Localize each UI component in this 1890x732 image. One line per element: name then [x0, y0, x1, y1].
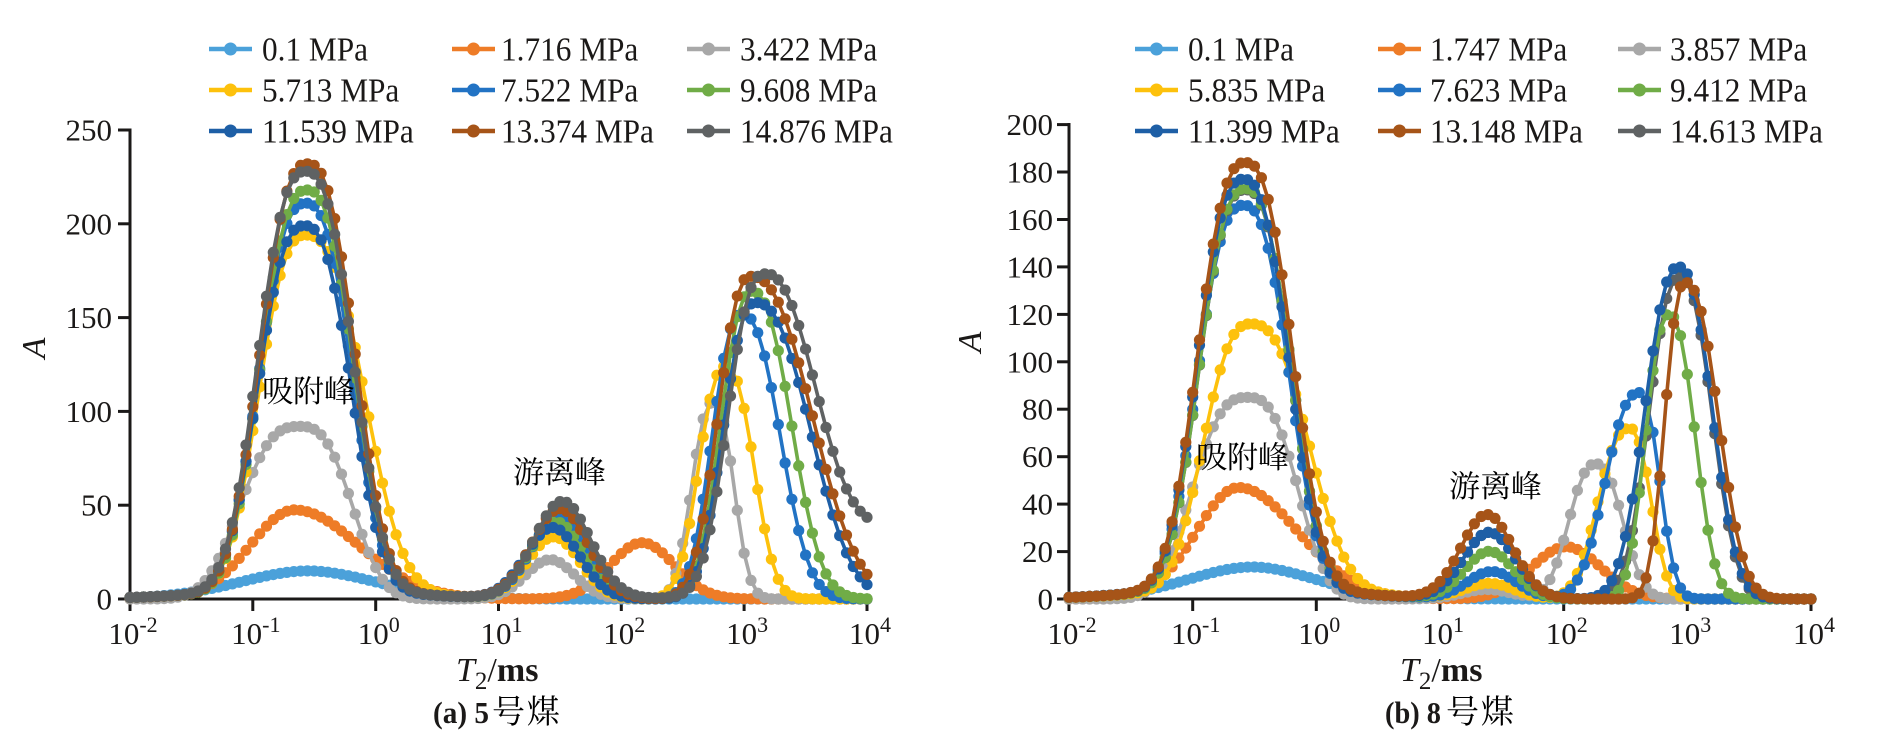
svg-text:7.623 MPa: 7.623 MPa [1430, 73, 1567, 110]
svg-text:103: 103 [726, 612, 768, 651]
svg-text:160: 160 [1007, 202, 1054, 237]
svg-text:A: A [952, 331, 989, 354]
svg-text:120: 120 [1007, 297, 1054, 332]
svg-text:20: 20 [1022, 534, 1053, 569]
svg-text:100: 100 [1007, 344, 1054, 379]
svg-text:9.412 MPa: 9.412 MPa [1670, 73, 1807, 110]
svg-text:9.608 MPa: 9.608 MPa [740, 73, 877, 110]
svg-text:14.876 MPa: 14.876 MPa [740, 114, 893, 151]
svg-text:80: 80 [1022, 392, 1053, 427]
svg-text:1.716 MPa: 1.716 MPa [501, 32, 638, 69]
svg-text:5.713 MPa: 5.713 MPa [262, 73, 399, 110]
svg-text:50: 50 [81, 488, 112, 523]
svg-text:T2/ms: T2/ms [1400, 652, 1482, 695]
svg-text:7.522 MPa: 7.522 MPa [501, 73, 638, 110]
svg-text:0.1 MPa: 0.1 MPa [1188, 32, 1294, 69]
svg-text:13.148 MPa: 13.148 MPa [1430, 114, 1583, 151]
svg-text:200: 200 [1007, 107, 1054, 142]
svg-text:(b) 8: (b) 8 [1385, 695, 1441, 730]
svg-text:5.835 MPa: 5.835 MPa [1188, 73, 1325, 110]
svg-text:180: 180 [1007, 155, 1054, 190]
svg-text:13.374 MPa: 13.374 MPa [501, 114, 654, 151]
svg-text:(a) 5: (a) 5 [433, 695, 489, 730]
svg-text:250: 250 [66, 113, 113, 148]
svg-text:150: 150 [66, 300, 113, 335]
svg-text:0.1 MPa: 0.1 MPa [262, 32, 368, 69]
svg-text:1.747 MPa: 1.747 MPa [1430, 32, 1567, 69]
svg-text:40: 40 [1022, 487, 1053, 522]
svg-text:0: 0 [97, 582, 113, 617]
svg-text:14.613 MPa: 14.613 MPa [1670, 114, 1823, 151]
svg-text:100: 100 [66, 394, 113, 429]
svg-text:T2/ms: T2/ms [456, 652, 538, 695]
svg-text:0: 0 [1038, 582, 1054, 617]
svg-text:60: 60 [1022, 439, 1053, 474]
svg-text:140: 140 [1007, 249, 1054, 284]
svg-text:3.422 MPa: 3.422 MPa [740, 32, 877, 69]
svg-text:A: A [16, 337, 53, 360]
svg-text:3.857 MPa: 3.857 MPa [1670, 32, 1807, 69]
svg-text:11.399 MPa: 11.399 MPa [1188, 114, 1340, 151]
svg-text:200: 200 [66, 206, 113, 241]
svg-text:11.539 MPa: 11.539 MPa [262, 114, 414, 151]
